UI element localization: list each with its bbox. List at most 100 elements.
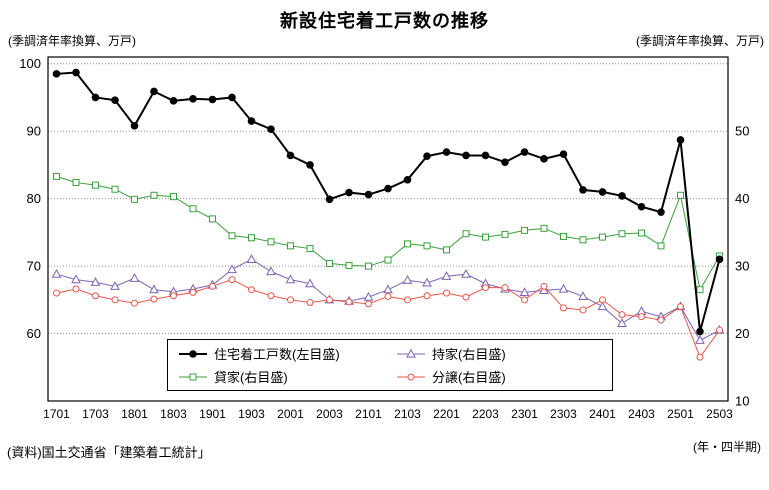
legend-item-for-sale: 分譲(右目盛) [396, 367, 602, 386]
legend-item-total-starts: 住宅着工戸数(左目盛) [178, 344, 396, 363]
filled-circle-marker-icon [520, 148, 529, 156]
open-triangle-marker-icon [441, 270, 452, 280]
filled-circle-marker-icon [189, 95, 197, 103]
open-circle-marker-icon [131, 299, 138, 307]
open-triangle-marker-icon [695, 335, 705, 344]
x-axis-tick-label: 1801 [121, 407, 148, 421]
plot-frame [47, 56, 729, 402]
filled-circle-marker-icon [267, 125, 275, 133]
owner-occupied-marker-icon [396, 348, 426, 360]
open-triangle-marker-icon [422, 277, 432, 287]
open-triangle-marker-icon [461, 268, 471, 278]
open-square-marker-icon [560, 232, 567, 240]
open-square-marker-icon [189, 373, 197, 380]
open-triangle-marker-icon [617, 318, 627, 328]
x-axis-tick-label: 2301 [511, 407, 538, 421]
open-square-marker-icon [599, 233, 606, 241]
open-circle-marker-icon [540, 282, 548, 290]
filled-circle-marker-icon [579, 186, 587, 194]
filled-circle-marker-icon [501, 158, 509, 167]
open-triangle-marker-icon [519, 287, 530, 297]
filled-circle-marker-icon [286, 151, 295, 160]
filled-circle-marker-icon [91, 93, 100, 102]
open-square-marker-icon [618, 230, 626, 238]
filled-circle-marker-icon [150, 87, 158, 96]
open-circle-marker-icon [560, 304, 567, 312]
legend-label: 貸家(右目盛) [214, 370, 288, 385]
open-square-marker-icon [111, 185, 119, 193]
right-axis-tick-label: 30 [735, 259, 749, 274]
open-square-marker-icon [482, 233, 489, 241]
filled-circle-marker-icon [618, 192, 626, 200]
legend-label: 分譲(右目盛) [432, 370, 506, 385]
open-circle-marker-icon [384, 292, 392, 300]
filled-circle-marker-icon [384, 184, 392, 193]
open-circle-marker-icon [287, 296, 294, 304]
x-axis-tick-label: 2303 [550, 407, 577, 421]
open-circle-marker-icon [267, 292, 275, 300]
filled-circle-marker-icon [442, 148, 451, 156]
x-axis-tick-label: 2003 [316, 407, 343, 421]
open-triangle-marker-icon [51, 268, 62, 278]
open-square-marker-icon [150, 191, 158, 199]
for-sale-marker-icon [396, 371, 426, 383]
rental-marker-icon [178, 371, 208, 383]
x-axis-tick-label: 2201 [433, 407, 460, 421]
open-square-marker-icon [306, 245, 314, 253]
open-square-marker-icon [53, 172, 60, 180]
x-axis-tick-label: 2101 [355, 407, 382, 421]
chart-legend: 住宅着工戸数(左目盛) 持家(右目盛) 貸家(右目盛) 分譲(右目盛) [167, 339, 613, 391]
filled-circle-marker-icon [111, 96, 119, 104]
open-square-marker-icon [657, 242, 665, 250]
open-triangle-marker-icon [305, 278, 315, 288]
open-square-marker-icon [540, 224, 548, 232]
open-circle-marker-icon [501, 284, 509, 292]
open-triangle-marker-icon [406, 348, 416, 358]
open-square-marker-icon [287, 242, 294, 250]
legend-label: 住宅着工戸数(左目盛) [214, 347, 340, 362]
filled-circle-marker-icon [676, 136, 685, 144]
filled-circle-marker-icon [306, 161, 314, 169]
filled-circle-marker-icon [423, 152, 431, 160]
x-axis-tick-label: 2103 [394, 407, 421, 421]
left-axis-tick-label: 80 [27, 191, 41, 206]
open-triangle-marker-icon [383, 284, 393, 294]
open-square-marker-icon [209, 215, 216, 223]
right-axis-tick-label: 10 [735, 394, 749, 409]
right-axis-tick-label: 40 [735, 191, 749, 206]
open-circle-marker-icon [443, 289, 450, 297]
open-circle-marker-icon [404, 296, 411, 304]
open-circle-marker-icon [53, 289, 60, 297]
source-note: (資料)国土交通省「建築着工統計」 [7, 445, 211, 460]
filled-circle-marker-icon [364, 190, 373, 199]
open-square-marker-icon [501, 230, 509, 238]
filled-circle-marker-icon [169, 97, 178, 105]
total-starts-marker-icon [178, 348, 208, 360]
left-axis-tick-label: 90 [27, 124, 41, 139]
open-square-marker-icon [92, 181, 99, 189]
open-triangle-marker-icon [402, 275, 413, 284]
x-axis-tick-label: 2503 [706, 407, 733, 421]
open-square-marker-icon [384, 256, 392, 264]
open-triangle-marker-icon [266, 266, 276, 276]
legend-item-owner-occupied: 持家(右目盛) [396, 344, 602, 363]
open-circle-marker-icon [306, 299, 314, 307]
open-triangle-marker-icon [110, 281, 120, 290]
open-circle-marker-icon [407, 373, 415, 380]
x-axis-tick-label: 2401 [589, 407, 616, 421]
open-triangle-marker-icon [246, 254, 257, 263]
filled-circle-marker-icon [462, 151, 470, 160]
open-circle-marker-icon [599, 296, 606, 304]
left-axis-caption: (季調済年率換算、万戸) [8, 34, 136, 48]
series-3 [53, 276, 723, 361]
open-triangle-marker-icon [363, 291, 374, 301]
filled-circle-marker-icon [247, 117, 256, 125]
x-axis-tick-label: 2403 [628, 407, 655, 421]
filled-circle-marker-icon [345, 188, 353, 197]
filled-circle-marker-icon [325, 195, 334, 204]
legend-label: 持家(右目盛) [432, 347, 506, 362]
open-circle-marker-icon [248, 286, 255, 294]
filled-circle-marker-icon [189, 349, 197, 358]
open-square-marker-icon [423, 242, 431, 250]
open-triangle-marker-icon [285, 274, 296, 284]
